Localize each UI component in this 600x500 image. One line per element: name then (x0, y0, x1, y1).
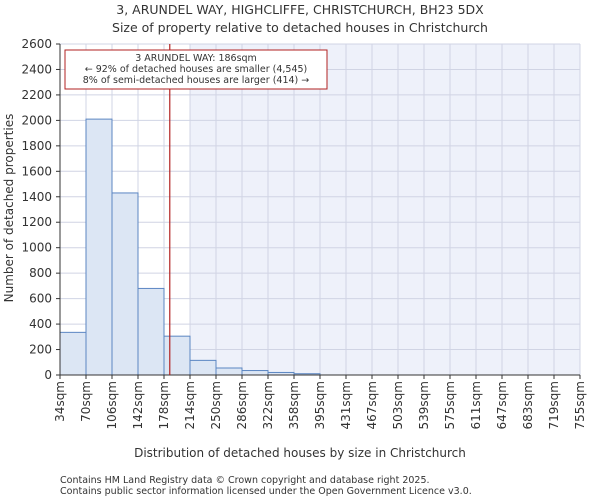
footer-licence: Contains public sector information licen… (60, 486, 472, 497)
y-tick-labels: 0 200 400 600 800 1000 1200 1400 1600 1800 2000 220… (21, 37, 60, 382)
bar-178sqm (163, 335, 191, 376)
y-tick-label: 600 (29, 292, 52, 306)
annotation-line-2: ← 92% of detached houses are smaller (4,… (85, 64, 308, 75)
x-tick-label: 539sqm (417, 381, 431, 429)
x-tick-label: 647sqm (495, 381, 509, 429)
x-tick-label: 250sqm (209, 381, 223, 429)
bar-286sqm (241, 370, 269, 376)
x-tick-label: 755sqm (573, 381, 587, 429)
y-tick-label: 800 (29, 266, 52, 280)
x-tick-label: 142sqm (131, 381, 145, 429)
x-tick-label: 611sqm (469, 381, 483, 429)
bar-106sqm (111, 192, 139, 376)
x-tick-labels: 34sqm 70sqm 106sqm 142sqm 178sqm 214sqm 250sqm… (53, 375, 587, 429)
bar-142sqm (137, 287, 165, 376)
x-tick-label: 214sqm (183, 381, 197, 429)
bar-34sqm (59, 331, 87, 376)
chart-subtitle: Size of property relative to detached ho… (112, 20, 488, 35)
bar-250sqm (215, 367, 243, 376)
x-tick-label: 575sqm (443, 381, 457, 429)
y-tick-label: 2400 (21, 62, 52, 76)
y-tick-label: 1600 (21, 164, 52, 178)
x-tick-label: 503sqm (391, 381, 405, 429)
annotation-box: 3 ARUNDEL WAY: 186sqm ← 92% of detached … (64, 49, 328, 90)
x-tick-label: 467sqm (365, 381, 379, 429)
y-tick-label: 1000 (21, 241, 52, 255)
y-tick-label: 1200 (21, 215, 52, 229)
bar-70sqm (85, 118, 113, 376)
plot-background (190, 44, 580, 375)
annotation-line-3: 8% of semi-detached houses are larger (4… (83, 75, 310, 86)
y-tick-label: 1800 (21, 139, 52, 153)
x-tick-label: 106sqm (105, 381, 119, 429)
x-tick-label: 719sqm (547, 381, 561, 429)
y-tick-label: 2200 (21, 88, 52, 102)
x-tick-label: 286sqm (235, 381, 249, 429)
x-tick-label: 70sqm (79, 381, 93, 422)
annotation-frame (64, 49, 328, 90)
footer-copyright: Contains HM Land Registry data © Crown c… (60, 475, 430, 486)
chart-title: 3, ARUNDEL WAY, HIGHCLIFFE, CHRISTCHURCH… (116, 2, 484, 17)
y-axis-label: Number of detached properties (2, 114, 16, 303)
x-tick-label: 322sqm (261, 381, 275, 429)
annotation-line-1: 3 ARUNDEL WAY: 186sqm (135, 53, 257, 64)
x-tick-label: 395sqm (313, 381, 327, 429)
y-tick-label: 2000 (21, 113, 52, 127)
y-tick-label: 400 (29, 317, 52, 331)
y-tick-label: 2600 (21, 37, 52, 51)
x-tick-label: 683sqm (521, 381, 535, 429)
y-tick-label: 1400 (21, 190, 52, 204)
larger-region-shade (190, 44, 580, 375)
y-tick-label: 0 (44, 368, 52, 382)
x-tick-label: 358sqm (287, 381, 301, 429)
x-tick-label: 178sqm (157, 381, 171, 429)
bars (59, 118, 321, 376)
bar-214sqm (189, 359, 217, 376)
x-tick-label: 431sqm (339, 381, 353, 429)
x-tick-label: 34sqm (53, 381, 67, 422)
x-axis-label: Distribution of detached houses by size … (134, 446, 466, 460)
y-tick-label: 200 (29, 343, 52, 357)
